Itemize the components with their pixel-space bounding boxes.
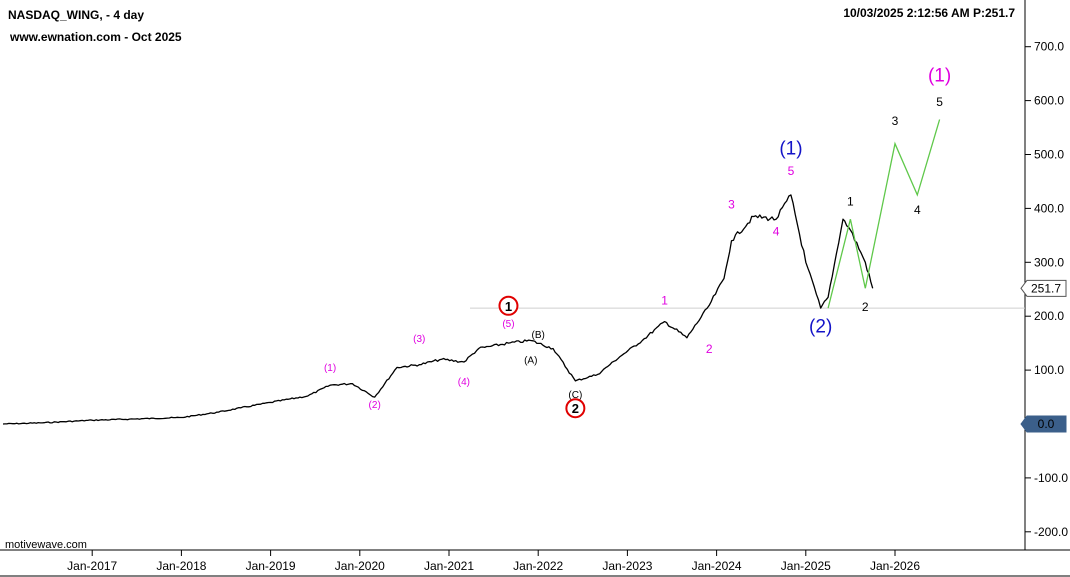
wave-label: (1)	[779, 139, 802, 160]
y-tick-label: 600.0	[1034, 94, 1064, 108]
x-tick-label: Jan-2020	[335, 559, 385, 573]
x-tick-label: Jan-2022	[513, 559, 563, 573]
wave-label: (C)	[568, 390, 582, 401]
wave-label: 2	[706, 342, 713, 356]
wave-label: 2	[862, 300, 869, 314]
watermark: motivewave.com	[5, 539, 87, 551]
wave-label: (A)	[524, 356, 537, 367]
y-tick-label: 100.0	[1034, 363, 1064, 377]
wave-label-circle	[498, 295, 519, 316]
zero-line-badge: 0.0	[1020, 415, 1067, 433]
site-subtitle: www.ewnation.com - Oct 2025	[9, 30, 182, 44]
y-tick-label: 400.0	[1034, 201, 1064, 215]
wave-label: (1)	[324, 363, 336, 374]
timestamp-price: 10/03/2025 2:12:56 AM P:251.7	[843, 6, 1015, 20]
y-tick-label: 500.0	[1034, 148, 1064, 162]
last-price-badge-text: 251.7	[1031, 281, 1061, 295]
wave-label: 2	[572, 401, 579, 416]
wave-label: 3	[728, 197, 735, 211]
wave-label: (3)	[413, 334, 425, 345]
x-tick-label: Jan-2017	[67, 559, 117, 573]
wave-label: 5	[788, 164, 795, 178]
wave-label: 1	[661, 293, 668, 307]
x-tick-label: Jan-2024	[692, 559, 742, 573]
y-tick-label: 200.0	[1034, 309, 1064, 323]
wave-label: (B)	[532, 330, 545, 341]
x-tick-label: Jan-2019	[246, 559, 296, 573]
x-tick-label: Jan-2021	[424, 559, 474, 573]
x-tick-label: Jan-2025	[781, 559, 831, 573]
wave-label: (5)	[502, 319, 514, 330]
last-price-badge-shape	[1020, 279, 1067, 297]
wave-label: 1	[505, 299, 512, 314]
wave-label: (2)	[809, 316, 832, 337]
wave-label: (4)	[458, 377, 470, 388]
wave-label: (2)	[369, 400, 381, 411]
y-tick-label: 700.0	[1034, 40, 1064, 54]
wave-label: 4	[914, 203, 921, 217]
y-tick-label: -100.0	[1034, 471, 1068, 485]
x-tick-label: Jan-2026	[870, 559, 920, 573]
y-tick-label: 300.0	[1034, 255, 1064, 269]
wave-label: 5	[936, 95, 943, 109]
symbol-title: NASDAQ_WING, - 4 day	[8, 8, 144, 22]
wave-label: (1)	[928, 66, 951, 87]
zero-line-badge-shape	[1020, 415, 1067, 433]
projection-series-line	[827, 119, 941, 309]
wave-label: 1	[847, 195, 854, 209]
wave-label-circle	[565, 398, 586, 419]
last-price-badge: 251.7	[1020, 279, 1067, 297]
x-tick-label: Jan-2023	[602, 559, 652, 573]
x-tick-label: Jan-2018	[156, 559, 206, 573]
zero-line-badge-text: 0.0	[1038, 417, 1055, 431]
price-series-line	[2, 194, 874, 425]
wave-label: 4	[773, 224, 780, 238]
y-tick-label: -200.0	[1034, 525, 1068, 539]
wave-label: 3	[892, 114, 899, 128]
